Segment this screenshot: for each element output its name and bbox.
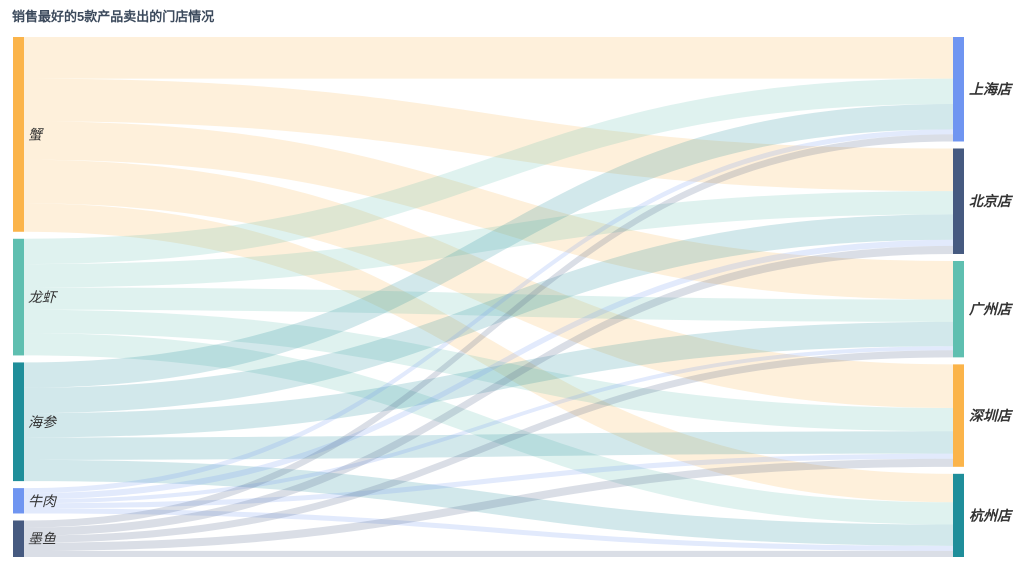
links-group [24,37,953,557]
sankey-link [24,245,953,536]
sankey-link [24,431,953,460]
sankey-link [24,134,953,528]
sankey-node[interactable] [953,37,964,142]
sankey-link [24,103,953,388]
sankey-node[interactable] [13,37,24,232]
node-label: 海参 [28,414,58,430]
sankey-link [24,287,953,322]
sankey-node[interactable] [13,520,24,557]
sankey-link [24,78,953,265]
node-label: 墨鱼 [28,531,56,547]
node-label: 北京店 [969,193,1014,209]
sankey-link [24,309,953,432]
node-label: 上海店 [969,81,1014,97]
sankey-link [24,129,953,494]
node-label: 广州店 [968,301,1014,317]
sankey-link [24,78,953,192]
node-label: 龙虾 [28,289,59,305]
sankey-link [24,459,953,546]
node-label: 深圳店 [969,408,1014,424]
sankey-link [24,550,953,557]
sankey-link [24,121,953,300]
sankey-node[interactable] [953,260,964,358]
sankey-link [24,453,953,509]
node-label: 蟹 [28,126,44,142]
sankey-node[interactable] [953,364,964,467]
node-label: 牛肉 [28,493,58,509]
sankey-link [24,508,953,551]
sankey-link [24,203,953,503]
sankey-link [24,321,953,438]
sankey-link [24,159,953,408]
sankey-link [24,214,953,414]
sankey-link [24,346,953,504]
sankey-link [24,191,953,288]
sankey-node[interactable] [953,473,964,557]
sankey-node[interactable] [13,238,24,356]
sankey-link [24,350,953,543]
sankey-link [24,239,953,500]
chart-title: 销售最好的5款产品卖出的门店情况 [12,9,215,24]
sankey-link [24,458,953,551]
node-label: 杭州店 [969,507,1014,523]
sankey-link [24,333,953,525]
sankey-node[interactable] [13,488,24,514]
sankey-node[interactable] [13,362,24,482]
sankey-node[interactable] [953,148,964,254]
sankey-link [24,37,953,79]
